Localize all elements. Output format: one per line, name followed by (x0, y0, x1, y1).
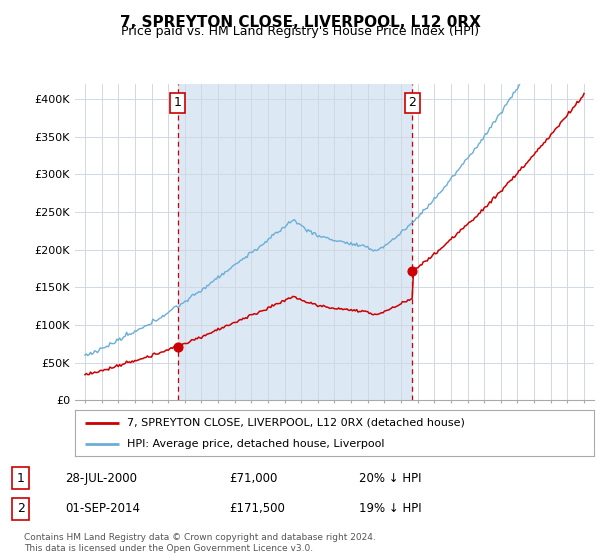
Text: 7, SPREYTON CLOSE, LIVERPOOL, L12 0RX (detached house): 7, SPREYTON CLOSE, LIVERPOOL, L12 0RX (d… (127, 418, 465, 428)
Point (407, 267, 417, 276)
Text: 1: 1 (174, 96, 182, 109)
Text: HPI: Average price, detached house, Liverpool: HPI: Average price, detached house, Live… (127, 439, 385, 449)
Point (173, 342, 182, 351)
Text: 20% ↓ HPI: 20% ↓ HPI (359, 472, 421, 484)
Text: 1: 1 (17, 472, 25, 484)
Text: 7, SPREYTON CLOSE, LIVERPOOL, L12 0RX: 7, SPREYTON CLOSE, LIVERPOOL, L12 0RX (119, 15, 481, 30)
Text: 28-JUL-2000: 28-JUL-2000 (65, 472, 137, 484)
Text: Contains HM Land Registry data © Crown copyright and database right 2024.
This d: Contains HM Land Registry data © Crown c… (24, 533, 376, 553)
Text: 01-SEP-2014: 01-SEP-2014 (65, 502, 140, 515)
Text: £171,500: £171,500 (229, 502, 286, 515)
Text: £71,000: £71,000 (229, 472, 278, 484)
Text: 2: 2 (17, 502, 25, 515)
Text: Price paid vs. HM Land Registry's House Price Index (HPI): Price paid vs. HM Land Registry's House … (121, 25, 479, 38)
Text: 2: 2 (408, 96, 416, 109)
Text: 19% ↓ HPI: 19% ↓ HPI (359, 502, 421, 515)
